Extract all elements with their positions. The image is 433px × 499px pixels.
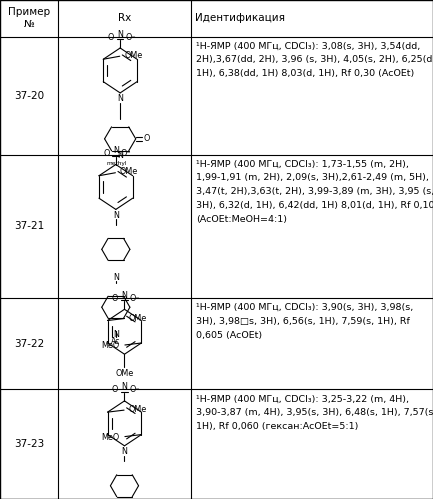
Text: O: O bbox=[107, 32, 114, 41]
Text: N: N bbox=[113, 330, 119, 339]
Text: ¹Н-ЯМР (400 МГц, CDCl₃): 3,25-3,22 (m, 4H),: ¹Н-ЯМР (400 МГц, CDCl₃): 3,25-3,22 (m, 4… bbox=[196, 394, 409, 403]
Text: N: N bbox=[122, 447, 127, 456]
Text: Пример
№: Пример № bbox=[8, 7, 50, 29]
Text: 3H), 6,32(d, 1H), 6,42(dd, 1H) 8,01(d, 1H), Rf 0,10: 3H), 6,32(d, 1H), 6,42(dd, 1H) 8,01(d, 1… bbox=[196, 202, 433, 211]
Text: MeO: MeO bbox=[101, 341, 120, 350]
Text: 37-23: 37-23 bbox=[14, 439, 44, 449]
Text: N: N bbox=[122, 291, 127, 300]
Text: 3,47(t, 2H),3,63(t, 2H), 3,99-3,89 (m, 3H), 3,95 (s,: 3,47(t, 2H),3,63(t, 2H), 3,99-3,89 (m, 3… bbox=[196, 188, 433, 197]
Text: ¹Н-ЯМР (400 МГц, CDCl₃): 1,73-1,55 (m, 2H),: ¹Н-ЯМР (400 МГц, CDCl₃): 1,73-1,55 (m, 2… bbox=[196, 160, 409, 169]
Text: O⁻: O⁻ bbox=[129, 294, 140, 303]
Text: 1,99-1,91 (m, 2H), 2,09(s, 3H),2,61-2,49 (m, 5H),: 1,99-1,91 (m, 2H), 2,09(s, 3H),2,61-2,49… bbox=[196, 174, 429, 183]
Text: 3H), 3,98□s, 3H), 6,56(s, 1H), 7,59(s, 1H), Rf: 3H), 3,98□s, 3H), 6,56(s, 1H), 7,59(s, 1… bbox=[196, 317, 410, 326]
Text: O: O bbox=[143, 134, 150, 143]
Text: OMe: OMe bbox=[120, 167, 138, 176]
Text: N: N bbox=[117, 151, 123, 160]
Text: N: N bbox=[113, 146, 119, 155]
Text: OMe: OMe bbox=[129, 313, 147, 322]
Text: O⁻: O⁻ bbox=[125, 32, 136, 41]
Text: 37-21: 37-21 bbox=[14, 221, 44, 231]
Text: N: N bbox=[117, 29, 123, 38]
Text: methyl: methyl bbox=[107, 161, 127, 166]
Text: 3,90-3,87 (m, 4H), 3,95(s, 3H), 6,48(s, 1H), 7,57(s,: 3,90-3,87 (m, 4H), 3,95(s, 3H), 6,48(s, … bbox=[196, 408, 433, 417]
Text: 1H), Rf 0,060 (гексан:AcOEt=5:1): 1H), Rf 0,060 (гексан:AcOEt=5:1) bbox=[196, 422, 358, 431]
Text: ¹Н-ЯМР (400 МГц, CDCl₃): 3,08(s, 3H), 3,54(dd,: ¹Н-ЯМР (400 МГц, CDCl₃): 3,08(s, 3H), 3,… bbox=[196, 41, 420, 50]
Text: 2H),3,67(dd, 2H), 3,96 (s, 3H), 4,05(s, 2H), 6,25(d,: 2H),3,67(dd, 2H), 3,96 (s, 3H), 4,05(s, … bbox=[196, 55, 433, 64]
Text: 1H), 6,38(dd, 1H) 8,03(d, 1H), Rf 0,30 (AcOEt): 1H), 6,38(dd, 1H) 8,03(d, 1H), Rf 0,30 (… bbox=[196, 69, 414, 78]
Text: Rx: Rx bbox=[118, 13, 131, 23]
Text: O⁻: O⁻ bbox=[129, 385, 140, 394]
Text: ¹Н-ЯМР (400 МГц, CDCl₃): 3,90(s, 3H), 3,98(s,: ¹Н-ЯМР (400 МГц, CDCl₃): 3,90(s, 3H), 3,… bbox=[196, 303, 413, 312]
Text: N: N bbox=[122, 382, 127, 391]
Text: N: N bbox=[117, 94, 123, 103]
Text: 37-22: 37-22 bbox=[14, 339, 44, 349]
Text: O⁻: O⁻ bbox=[121, 149, 132, 158]
Text: O: O bbox=[112, 385, 118, 394]
Text: (AcOEt:MeOH=4:1): (AcOEt:MeOH=4:1) bbox=[196, 216, 287, 225]
Text: MeO: MeO bbox=[101, 433, 120, 442]
Text: Ac: Ac bbox=[111, 337, 120, 346]
Text: OMe: OMe bbox=[124, 51, 142, 60]
Text: Идентификация: Идентификация bbox=[195, 13, 285, 23]
Text: N: N bbox=[113, 273, 119, 282]
Text: 37-20: 37-20 bbox=[14, 90, 44, 100]
Text: N: N bbox=[113, 211, 119, 220]
Text: O: O bbox=[112, 294, 118, 303]
Text: OMe: OMe bbox=[115, 369, 134, 378]
Text: 0,605 (AcOEt): 0,605 (AcOEt) bbox=[196, 331, 262, 340]
Text: OMe: OMe bbox=[129, 405, 147, 414]
Text: O: O bbox=[103, 149, 110, 158]
